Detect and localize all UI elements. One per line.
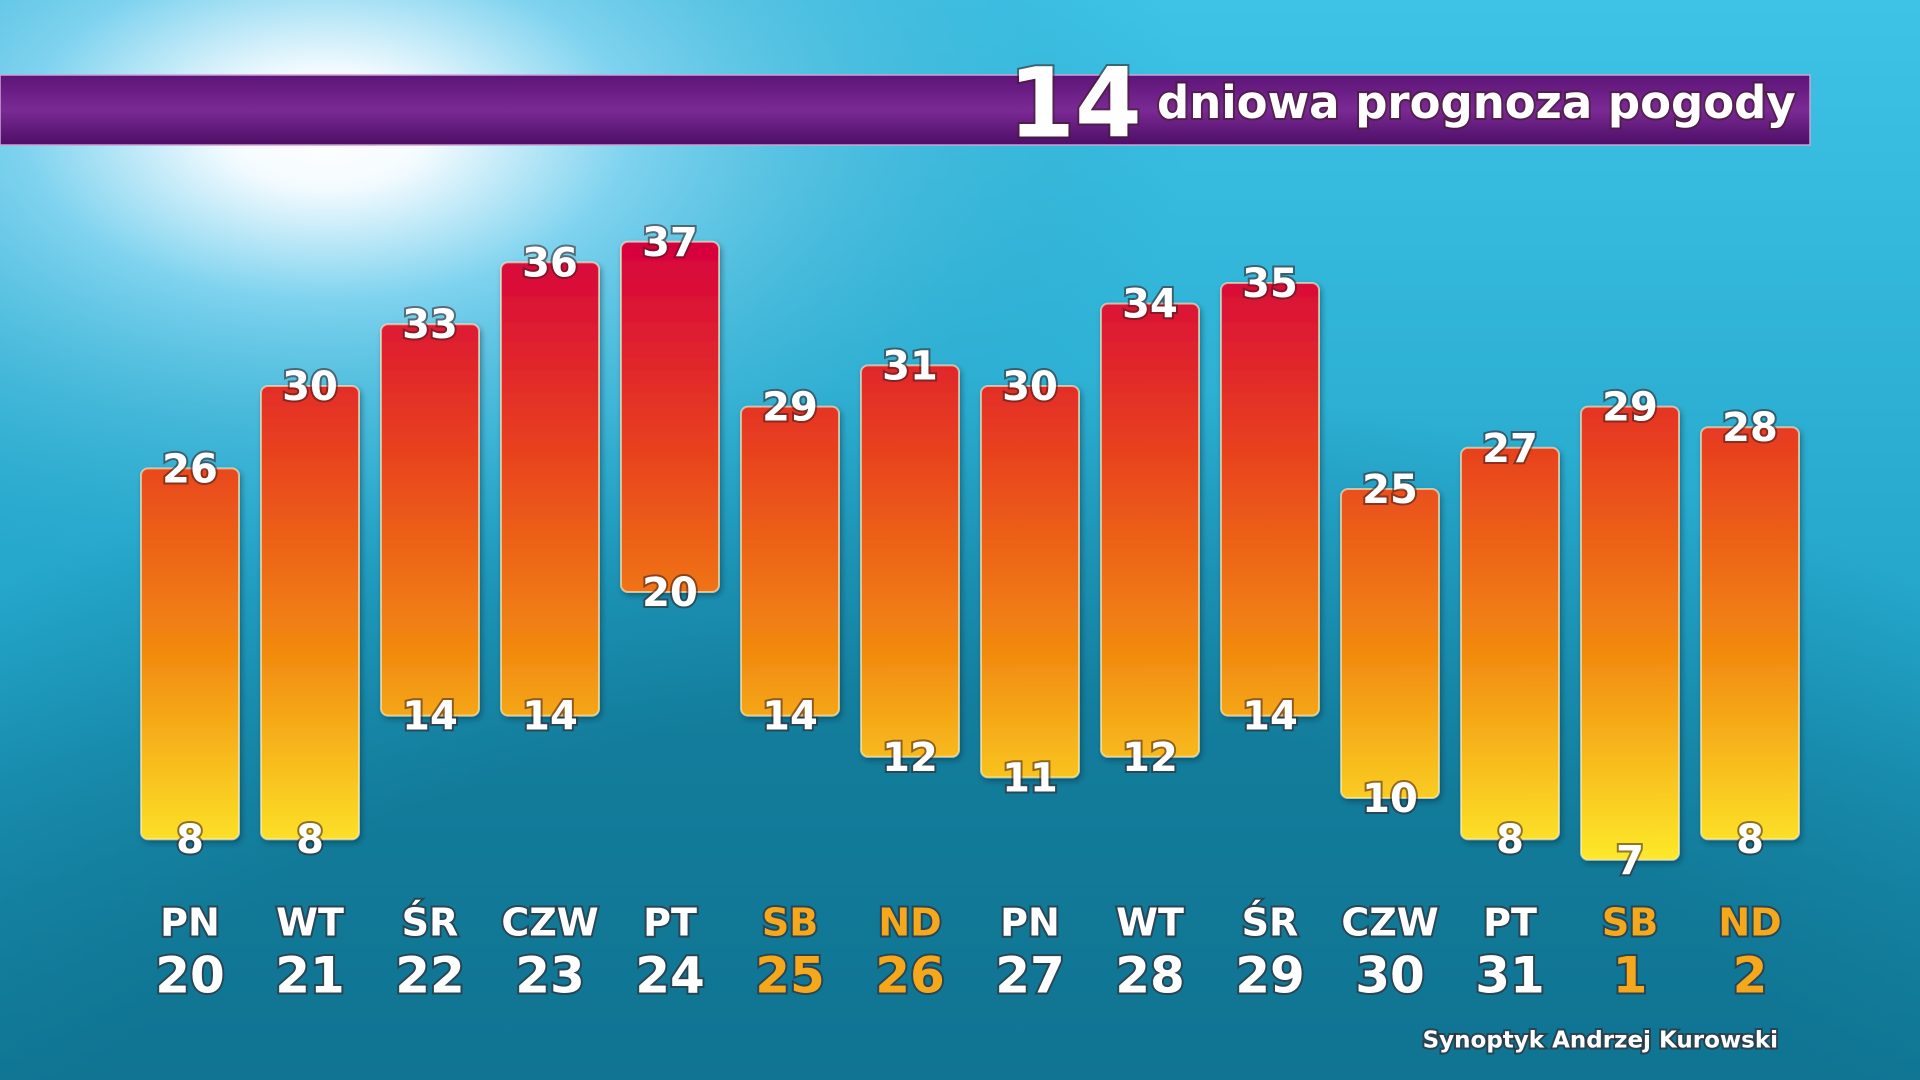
low-label: 8 — [296, 817, 324, 863]
temperature-bar — [740, 405, 840, 717]
temperature-bar — [1580, 405, 1680, 861]
day-label: PT — [643, 901, 697, 945]
date-label: 30 — [1355, 947, 1425, 1005]
date-label: 24 — [635, 947, 705, 1005]
high-label: 29 — [762, 385, 818, 431]
low-label: 8 — [1736, 817, 1764, 863]
date-label: 22 — [395, 947, 465, 1005]
temperature-bar — [380, 323, 480, 717]
high-label: 34 — [1122, 282, 1178, 328]
day-label: WT — [1116, 901, 1184, 945]
high-label: 29 — [1602, 385, 1658, 431]
high-label: 28 — [1722, 405, 1778, 451]
temperature-bar — [500, 261, 600, 717]
low-label: 14 — [402, 694, 458, 740]
high-label: 37 — [642, 220, 698, 266]
temperature-bar — [980, 385, 1080, 779]
date-label: 20 — [155, 947, 225, 1005]
day-label: PT — [1483, 901, 1537, 945]
high-label: 27 — [1482, 426, 1538, 472]
day-label: PN — [1000, 901, 1060, 945]
chart-title: dniowa prognoza pogody — [1157, 76, 1796, 129]
low-label: 12 — [882, 735, 938, 781]
high-label: 35 — [1242, 261, 1298, 307]
high-label: 36 — [522, 240, 578, 286]
day-label: CZW — [501, 901, 598, 945]
high-label: 30 — [1002, 364, 1058, 410]
temperature-bar — [140, 467, 240, 841]
high-label: 25 — [1362, 467, 1418, 513]
high-label: 31 — [882, 343, 938, 389]
day-label: ND — [878, 901, 941, 945]
day-label: SB — [1602, 901, 1658, 945]
low-label: 8 — [1496, 817, 1524, 863]
temperature-bar — [860, 364, 960, 758]
temperature-bar — [1100, 302, 1200, 758]
temperature-bar — [1460, 446, 1560, 841]
low-label: 14 — [1242, 694, 1298, 740]
day-label: PN — [160, 901, 220, 945]
title-band — [0, 74, 1811, 146]
date-label: 26 — [875, 947, 945, 1005]
low-label: 8 — [176, 817, 204, 863]
temperature-bar — [260, 385, 360, 841]
day-label: ŚR — [1242, 901, 1299, 945]
date-label: 23 — [515, 947, 585, 1005]
date-label: 1 — [1613, 947, 1648, 1005]
low-label: 7 — [1616, 838, 1644, 884]
date-label: 31 — [1475, 947, 1545, 1005]
date-label: 28 — [1115, 947, 1185, 1005]
temperature-bar — [1220, 282, 1320, 717]
date-label: 21 — [275, 947, 345, 1005]
date-label: 29 — [1235, 947, 1305, 1005]
low-label: 11 — [1002, 755, 1058, 801]
temperature-bar — [1700, 426, 1800, 841]
high-label: 30 — [282, 364, 338, 410]
temperature-bar — [1340, 488, 1440, 799]
high-label: 26 — [162, 446, 218, 492]
day-label: ŚR — [402, 901, 459, 945]
low-label: 14 — [522, 694, 578, 740]
day-label: CZW — [1341, 901, 1438, 945]
date-label: 2 — [1733, 947, 1768, 1005]
day-label: WT — [276, 901, 344, 945]
low-label: 14 — [762, 694, 818, 740]
title-number: 14 — [1008, 47, 1142, 159]
date-label: 27 — [995, 947, 1065, 1005]
high-label: 33 — [402, 302, 458, 348]
temperature-bar — [620, 240, 720, 594]
low-label: 20 — [642, 570, 698, 616]
date-label: 25 — [755, 947, 825, 1005]
day-label: SB — [762, 901, 818, 945]
day-label: ND — [1718, 901, 1781, 945]
low-label: 10 — [1362, 776, 1418, 822]
low-label: 12 — [1122, 735, 1178, 781]
credit: Synoptyk Andrzej Kurowski — [1423, 1028, 1778, 1054]
